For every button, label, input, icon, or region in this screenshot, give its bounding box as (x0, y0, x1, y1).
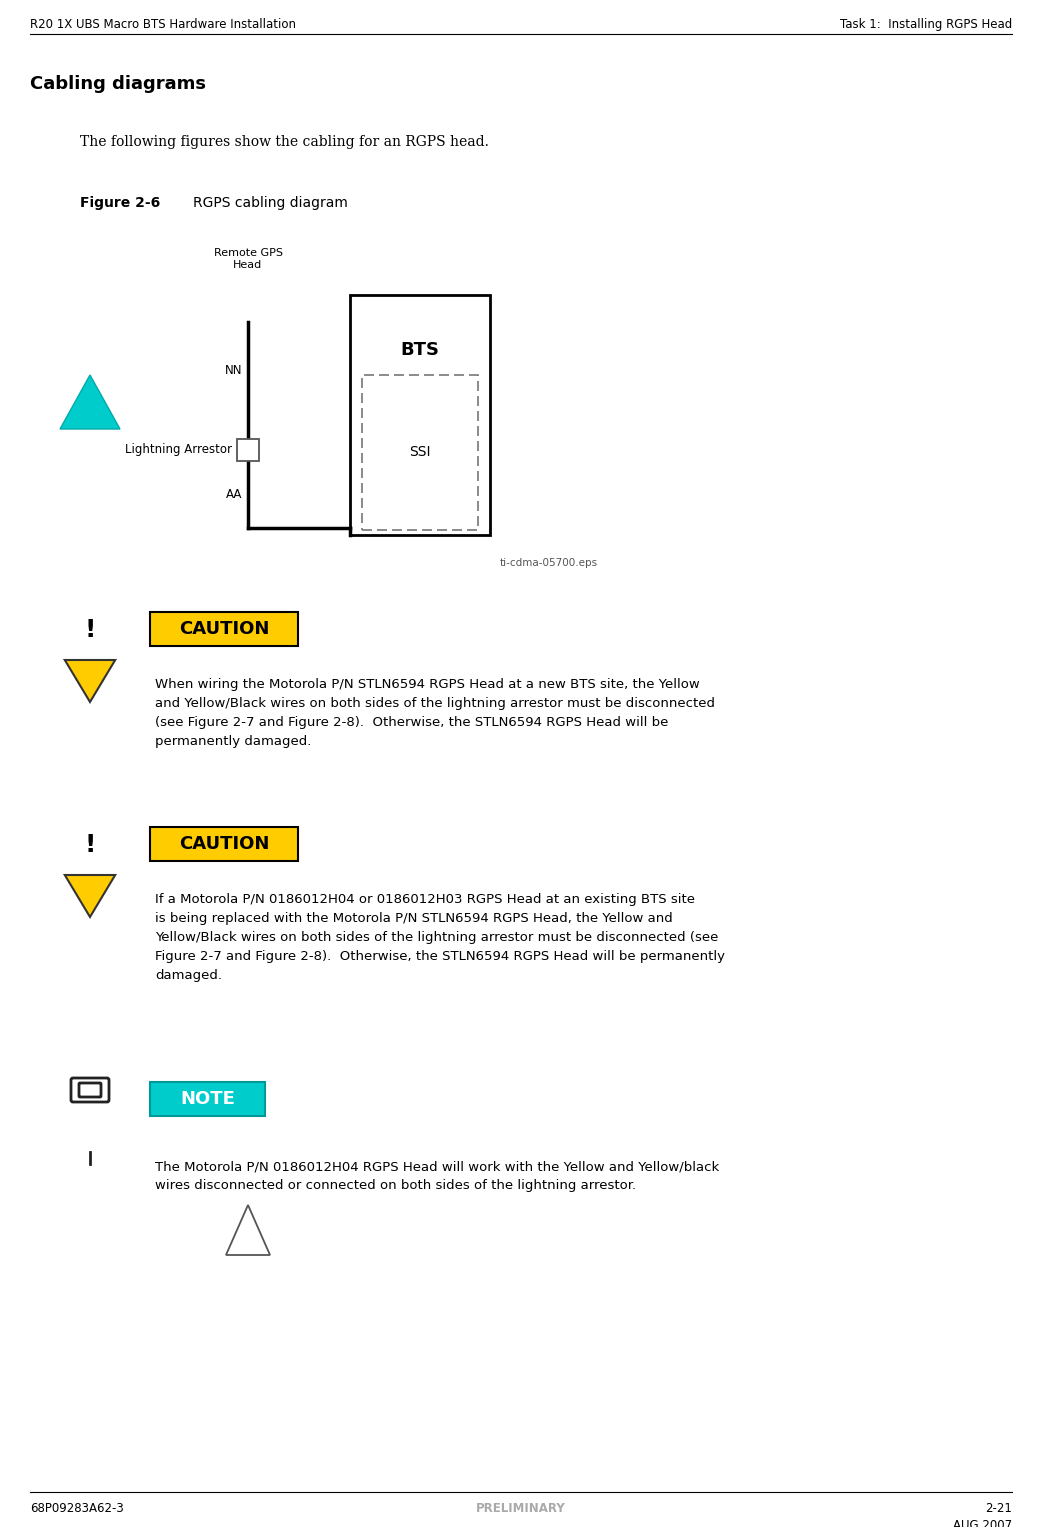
Text: is being replaced with the Motorola P/N STLN6594 RGPS Head, the Yellow and: is being replaced with the Motorola P/N … (155, 912, 673, 925)
Bar (237, 438, 259, 461)
Text: !: ! (84, 834, 96, 857)
Polygon shape (60, 376, 120, 429)
Polygon shape (65, 660, 116, 702)
Text: Figure 2-6: Figure 2-6 (80, 195, 160, 211)
Text: The following figures show the cabling for an RGPS head.: The following figures show the cabling f… (80, 134, 489, 150)
Polygon shape (65, 875, 116, 918)
Text: Task 1:  Installing RGPS Head: Task 1: Installing RGPS Head (840, 18, 1012, 31)
Bar (150, 828, 298, 861)
Polygon shape (226, 1205, 270, 1255)
Text: CAUTION: CAUTION (179, 835, 269, 854)
Bar (362, 376, 478, 530)
Text: RGPS cabling diagram: RGPS cabling diagram (193, 195, 348, 211)
Bar (150, 1083, 265, 1116)
Text: CAUTION: CAUTION (179, 620, 269, 638)
Text: Lightning Arrestor: Lightning Arrestor (125, 443, 232, 457)
Text: SSI: SSI (410, 446, 430, 460)
Text: When wiring the Motorola P/N STLN6594 RGPS Head at a new BTS site, the Yellow: When wiring the Motorola P/N STLN6594 RG… (155, 678, 700, 692)
Text: R20 1X UBS Macro BTS Hardware Installation: R20 1X UBS Macro BTS Hardware Installati… (30, 18, 296, 31)
Text: If a Motorola P/N 0186012H04 or 0186012H03 RGPS Head at an existing BTS site: If a Motorola P/N 0186012H04 or 0186012H… (155, 893, 695, 906)
Text: wires disconnected or connected on both sides of the lightning arrestor.: wires disconnected or connected on both … (155, 1179, 636, 1193)
Text: ti-cdma-05700.eps: ti-cdma-05700.eps (500, 557, 598, 568)
Text: and Yellow/Black wires on both sides of the lightning arrestor must be disconnec: and Yellow/Black wires on both sides of … (155, 696, 715, 710)
Text: Cabling diagrams: Cabling diagrams (30, 75, 206, 93)
Bar (350, 295, 490, 534)
Text: !: ! (84, 618, 96, 643)
Text: NOTE: NOTE (180, 1090, 234, 1109)
Text: AA: AA (226, 489, 242, 501)
Text: Head: Head (233, 260, 263, 270)
Text: (see Figure 2-7 and Figure 2-8).  Otherwise, the STLN6594 RGPS Head will be: (see Figure 2-7 and Figure 2-8). Otherwi… (155, 716, 668, 728)
Text: AUG 2007: AUG 2007 (952, 1519, 1012, 1527)
Text: Yellow/Black wires on both sides of the lightning arrestor must be disconnected : Yellow/Black wires on both sides of the … (155, 931, 718, 944)
Text: Remote GPS: Remote GPS (214, 247, 282, 258)
Text: 2-21: 2-21 (985, 1503, 1012, 1515)
Text: NN: NN (224, 363, 242, 377)
Text: damaged.: damaged. (155, 970, 222, 982)
Text: permanently damaged.: permanently damaged. (155, 734, 312, 748)
FancyBboxPatch shape (79, 1083, 101, 1096)
Text: BTS: BTS (400, 341, 440, 359)
Bar (150, 612, 298, 646)
Text: PRELIMINARY: PRELIMINARY (476, 1503, 566, 1515)
Text: The Motorola P/N 0186012H04 RGPS Head will work with the Yellow and Yellow/black: The Motorola P/N 0186012H04 RGPS Head wi… (155, 1161, 719, 1173)
FancyBboxPatch shape (71, 1078, 109, 1102)
Text: 68P09283A62-3: 68P09283A62-3 (30, 1503, 124, 1515)
Text: Figure 2-7 and Figure 2-8).  Otherwise, the STLN6594 RGPS Head will be permanent: Figure 2-7 and Figure 2-8). Otherwise, t… (155, 950, 725, 964)
